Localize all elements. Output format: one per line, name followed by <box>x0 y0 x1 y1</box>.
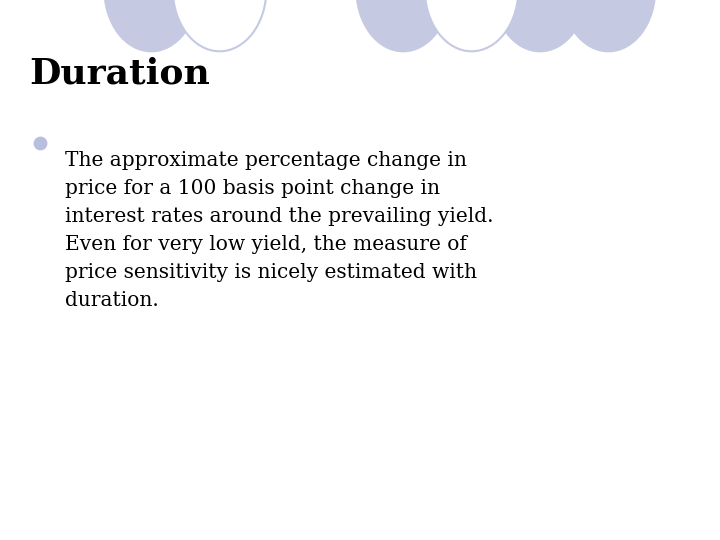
Ellipse shape <box>173 0 266 51</box>
Text: Duration: Duration <box>29 57 210 91</box>
Point <box>34 139 45 147</box>
Ellipse shape <box>425 0 518 51</box>
Text: The approximate percentage change in
price for a 100 basis point change in
inter: The approximate percentage change in pri… <box>65 151 493 310</box>
Ellipse shape <box>104 0 198 51</box>
Ellipse shape <box>356 0 450 51</box>
Ellipse shape <box>493 0 587 51</box>
Ellipse shape <box>562 0 655 51</box>
